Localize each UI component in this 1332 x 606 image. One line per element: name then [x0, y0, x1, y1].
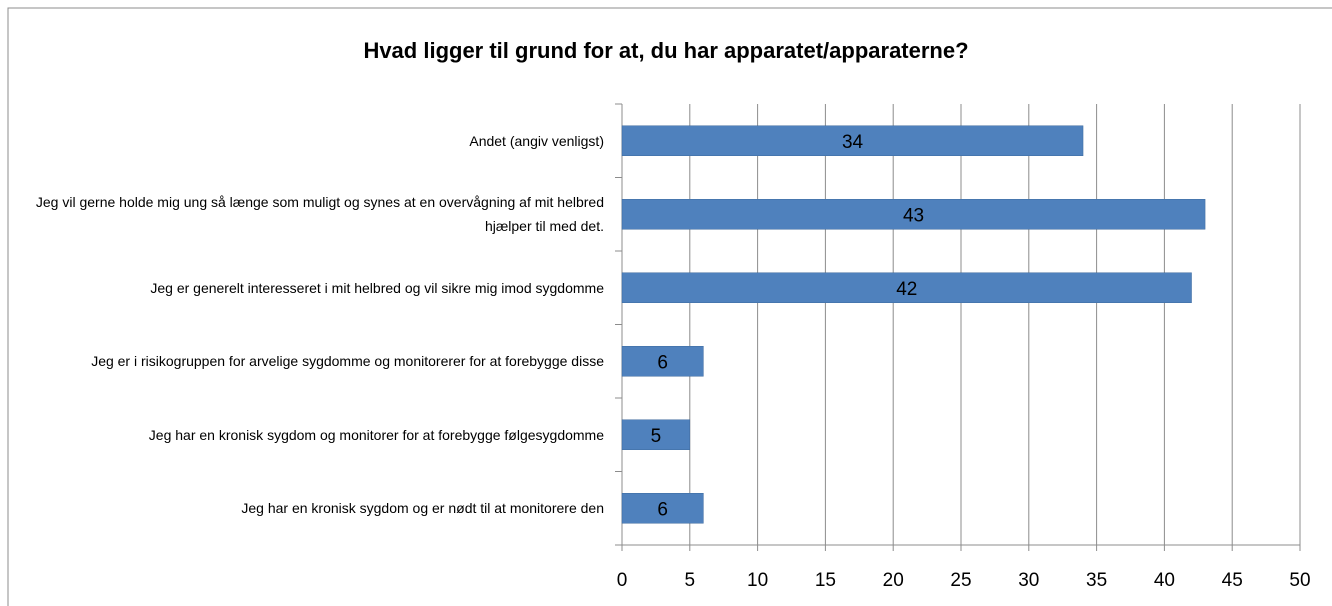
data-label: 43 [903, 205, 924, 226]
x-tick-label: 50 [1289, 570, 1310, 591]
x-tick-label: 25 [950, 570, 971, 591]
y-tick-label: Jeg har en kronisk sygdom og monitorer f… [10, 398, 604, 472]
y-tick-text: Jeg vil gerne holde mig ung så længe som… [35, 194, 604, 235]
bar [621, 493, 704, 524]
x-tick-label: 40 [1154, 570, 1175, 591]
data-label: 6 [657, 499, 668, 520]
y-tick-text: Jeg er generelt interesseret i mit helbr… [150, 279, 604, 296]
chart-border [7, 7, 1332, 606]
bar [621, 272, 1192, 303]
x-tick-label: 5 [685, 570, 696, 591]
data-label: 5 [651, 426, 662, 447]
y-tick-text: Jeg er i risikogruppen for arvelige sygd… [91, 353, 604, 370]
x-tick-label: 45 [1222, 570, 1243, 591]
y-tick-label: Jeg er i risikogruppen for arvelige sygd… [10, 325, 604, 399]
x-tick-label: 10 [747, 570, 768, 591]
chart-title: Hvad ligger til grund for at, du har app… [363, 38, 968, 63]
y-tick-label: Jeg vil gerne holde mig ung så længe som… [10, 178, 604, 252]
data-label: 6 [657, 352, 668, 373]
y-tick-label: Jeg har en kronisk sygdom og er nødt til… [10, 472, 604, 546]
data-label: 42 [896, 279, 917, 300]
x-tick-label: 35 [1086, 570, 1107, 591]
bar [621, 125, 1084, 156]
data-label: 34 [842, 132, 864, 153]
y-tick-label: Jeg er generelt interesseret i mit helbr… [10, 251, 604, 325]
y-tick-text: Jeg har en kronisk sygdom og monitorer f… [148, 426, 604, 443]
bar [621, 199, 1206, 230]
x-tick-label: 0 [617, 570, 628, 591]
x-tick-label: 20 [883, 570, 904, 591]
x-tick-label: 30 [1018, 570, 1039, 591]
y-tick-label: Andet (angiv venligst) [10, 104, 604, 178]
bar [621, 419, 691, 450]
y-tick-text: Jeg har en kronisk sygdom og er nødt til… [241, 500, 604, 517]
bar [621, 346, 704, 377]
y-tick-text: Andet (angiv venligst) [469, 132, 604, 149]
x-tick-label: 15 [815, 570, 836, 591]
